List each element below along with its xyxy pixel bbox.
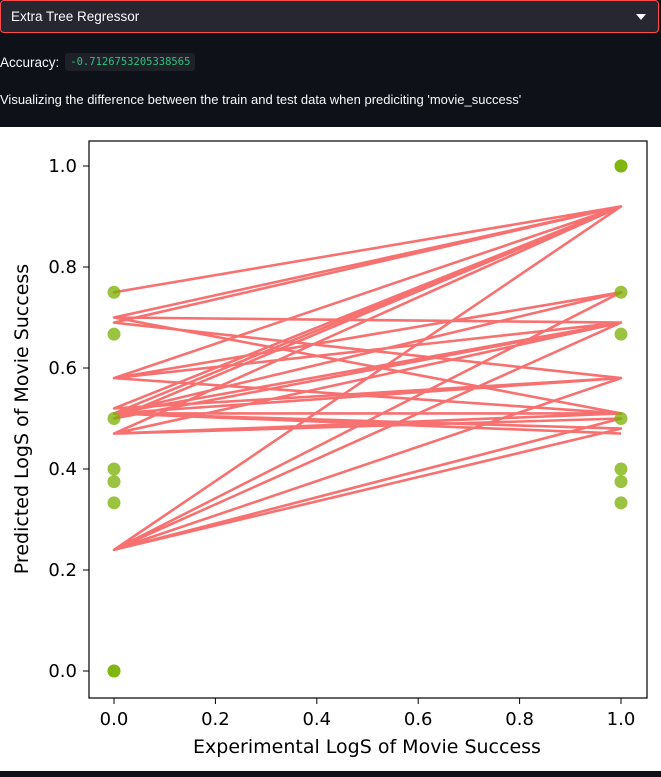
plot-frame xyxy=(88,140,648,699)
data-point xyxy=(614,496,628,510)
accuracy-label: Accuracy: xyxy=(0,54,60,70)
x-tick-label: 1.0 xyxy=(607,709,636,730)
x-axis-label: Experimental LogS of Movie Success xyxy=(193,736,541,758)
x-tick-label: 0.0 xyxy=(100,709,129,730)
data-point xyxy=(614,412,628,425)
y-tick-label: 0.4 xyxy=(48,459,77,480)
scatter-points xyxy=(107,159,628,678)
x-tick-label: 0.8 xyxy=(505,709,534,730)
accuracy-row: Accuracy: -0.7126753205338565 xyxy=(0,52,196,72)
y-tick-label: 1.0 xyxy=(48,156,77,177)
prediction-chart: 0.0 0.2 0.4 0.6 0.8 1.0 0.0 0.2 0.4 0.6 0.8 1.0 Ex… xyxy=(11,140,648,758)
model-select-value: Extra Tree Regressor xyxy=(11,9,140,24)
model-select[interactable]: Extra Tree Regressor xyxy=(0,0,659,33)
x-axis-ticks: 0.0 0.2 0.4 0.6 0.8 1.0 xyxy=(100,698,636,730)
chevron-down-icon[interactable] xyxy=(636,14,646,20)
data-point xyxy=(107,412,121,425)
data-point xyxy=(614,475,628,489)
bottom-bar xyxy=(0,771,661,777)
x-tick-label: 0.2 xyxy=(201,709,230,730)
data-point xyxy=(614,462,628,476)
data-point xyxy=(614,285,628,299)
accuracy-value: -0.7126753205338565 xyxy=(65,53,196,71)
series-line xyxy=(112,205,623,552)
y-tick-label: 0.8 xyxy=(48,257,77,278)
x-tick-label: 0.6 xyxy=(404,709,433,730)
data-point xyxy=(107,664,121,678)
y-tick-label: 0.0 xyxy=(48,661,77,682)
y-axis-ticks: 0.0 0.2 0.4 0.6 0.8 1.0 xyxy=(48,156,89,682)
y-axis-label: Predicted LogS of Movie Success xyxy=(11,264,33,574)
connecting-lines xyxy=(112,205,623,552)
y-tick-label: 0.2 xyxy=(48,560,77,581)
chart-description: Visualizing the difference between the t… xyxy=(0,92,522,107)
data-point xyxy=(107,496,121,510)
chart-area: 0.0 0.2 0.4 0.6 0.8 1.0 0.0 0.2 0.4 0.6 0.8 1.0 Ex… xyxy=(0,127,661,771)
data-point xyxy=(107,327,121,341)
data-point xyxy=(614,159,628,173)
data-point xyxy=(614,327,628,341)
data-point xyxy=(107,462,121,476)
data-point xyxy=(107,475,121,489)
y-tick-label: 0.6 xyxy=(48,358,77,379)
x-tick-label: 0.4 xyxy=(302,709,331,730)
data-point xyxy=(107,285,121,299)
